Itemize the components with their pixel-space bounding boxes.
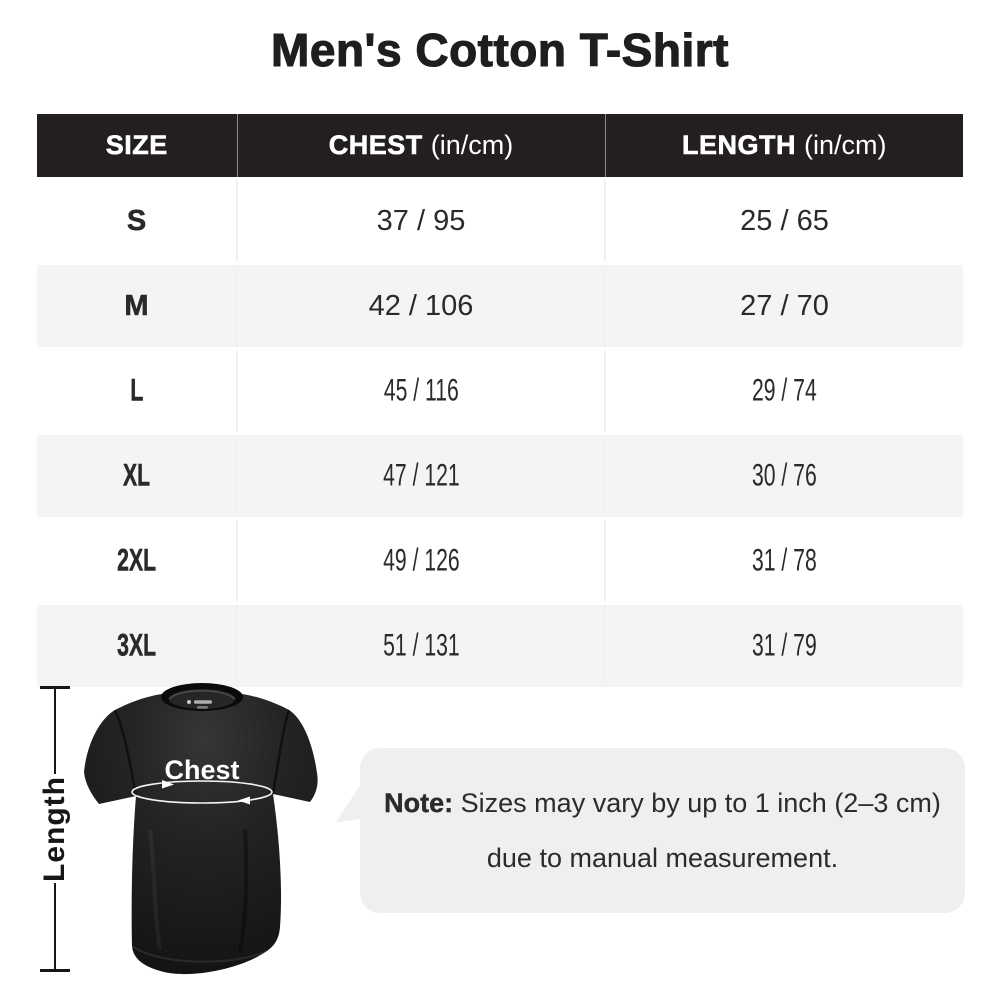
table-row-s: S 37 / 95 25 / 65: [37, 177, 963, 264]
collar-rim-highlight: [168, 690, 236, 700]
left-sleeve-seam: [113, 709, 138, 797]
table-row-3xl: 3XL 51 / 131 31 / 79: [37, 602, 963, 690]
chest-cell: 37 / 95: [236, 177, 605, 264]
chest-arrowhead-right-icon: [162, 780, 174, 789]
length-cell: 29 / 74: [604, 347, 963, 434]
header-chest-label: CHEST: [328, 130, 423, 161]
length-line-lower-segment: [54, 883, 56, 970]
chest-measure-ellipse-icon: [131, 780, 273, 804]
header-size: SIZE: [37, 114, 237, 179]
note-text-1: Sizes may vary by up to 1 inch (2–3 cm): [460, 788, 941, 818]
header-length: LENGTH (in/cm): [604, 114, 963, 179]
size-cell: XL: [37, 432, 237, 519]
note-label: Note:: [384, 788, 454, 818]
page-title: Men's Cotton T-Shirt: [270, 23, 729, 76]
fold-highlight: [148, 829, 162, 951]
length-label: Length: [38, 776, 71, 882]
chest-arrowhead-left-icon: [238, 796, 250, 805]
note-line-2: due to manual measurement.: [486, 843, 839, 873]
length-line-bottom-cap-icon: [40, 969, 70, 972]
collar-size-tag-mark: [197, 706, 208, 709]
chest-cell: 49 / 126: [236, 517, 605, 604]
hem-seam: [131, 945, 268, 963]
size-table-header: SIZE CHEST (in/cm) LENGTH (in/cm): [37, 114, 963, 179]
chest-cell: 47 / 121: [236, 432, 605, 519]
note-line-1: Note: Sizes may vary by up to 1 inch (2–…: [384, 789, 941, 817]
table-row-m: M 42 / 106 27 / 70: [37, 262, 963, 349]
table-row-l: L 45 / 116 29 / 74: [37, 347, 963, 434]
size-cell: L: [37, 347, 237, 434]
chest-cell: 45 / 116: [236, 347, 605, 434]
header-chest-units: (in/cm): [430, 130, 514, 160]
header-size-label: SIZE: [105, 130, 168, 161]
length-cell: 31 / 79: [604, 602, 963, 690]
length-cell: 31 / 78: [604, 517, 963, 604]
length-cell: 30 / 76: [604, 432, 963, 519]
tshirt-illustration: Chest: [84, 683, 318, 975]
size-cell: 3XL: [37, 602, 237, 690]
size-cell: S: [37, 177, 237, 264]
collar-brand-mark: [194, 700, 212, 704]
chest-cell: 51 / 131: [236, 602, 605, 690]
length-cell: 25 / 65: [604, 177, 963, 264]
size-cell: 2XL: [37, 517, 237, 604]
chest-cell: 42 / 106: [236, 262, 605, 349]
fold-shadow: [238, 829, 249, 953]
header-chest: CHEST (in/cm): [236, 114, 605, 179]
size-cell: M: [37, 262, 237, 349]
table-row-2xl: 2XL 49 / 126 31 / 78: [37, 517, 963, 604]
collar-opening: [169, 689, 235, 709]
chest-label: Chest: [164, 755, 239, 785]
note-bubble: Note: Sizes may vary by up to 1 inch (2–…: [360, 748, 965, 913]
right-sleeve-seam: [271, 709, 291, 795]
tshirt-body: [84, 686, 318, 975]
length-cell: 27 / 70: [604, 262, 963, 349]
size-table: SIZE CHEST (in/cm) LENGTH (in/cm) S 37 /…: [37, 114, 963, 690]
table-row-xl: XL 47 / 121 30 / 76: [37, 432, 963, 519]
header-length-label: LENGTH: [681, 130, 796, 161]
collar-brand-logo-icon: [187, 700, 191, 704]
length-line-upper-segment: [54, 687, 56, 774]
header-length-units: (in/cm): [804, 130, 887, 160]
